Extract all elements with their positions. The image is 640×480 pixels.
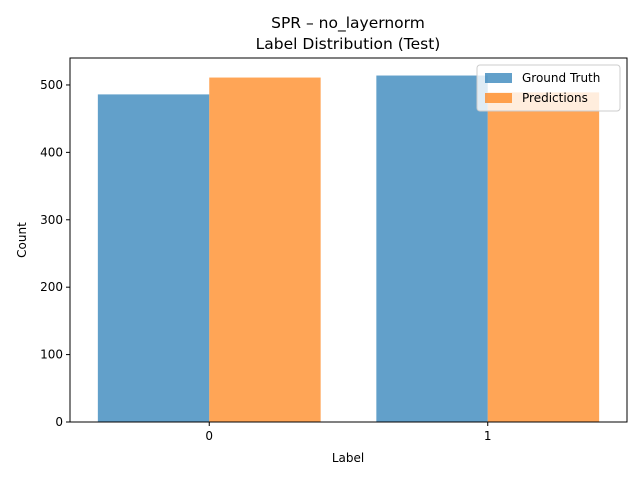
x-tick-label: 1 xyxy=(484,429,492,443)
bar-predictions-label-0 xyxy=(209,77,321,422)
legend-swatch-predictions xyxy=(485,93,512,103)
legend-box xyxy=(476,64,621,112)
y-tick-label: 500 xyxy=(40,78,63,92)
bar-predictions-label-1 xyxy=(487,92,600,422)
y-tick-label: 200 xyxy=(40,280,63,294)
legend-label-predictions: Predictions xyxy=(522,91,588,105)
y-tick-label: 400 xyxy=(40,145,63,159)
bar-ground-truth-label-1 xyxy=(376,75,488,422)
legend: Ground Truth Predictions xyxy=(476,64,621,112)
plot-frame xyxy=(69,57,628,423)
legend-label-ground-truth: Ground Truth xyxy=(522,71,600,85)
y-axis: 0 100 200 300 400 500 xyxy=(40,78,70,429)
y-axis-label: Count xyxy=(15,222,29,258)
y-tick-label: 300 xyxy=(40,213,63,227)
y-tick-label: 0 xyxy=(55,415,63,429)
legend-swatch-ground-truth xyxy=(485,73,512,83)
x-tick-label: 0 xyxy=(205,429,213,443)
y-tick-label: 100 xyxy=(40,348,63,362)
x-axis-label: Label xyxy=(332,451,364,465)
chart-title-line1: SPR – no_layernorm xyxy=(271,14,425,33)
bar-ground-truth-label-0 xyxy=(97,94,210,423)
bars-group xyxy=(97,75,600,423)
chart-title-line2: Label Distribution (Test) xyxy=(256,35,441,53)
